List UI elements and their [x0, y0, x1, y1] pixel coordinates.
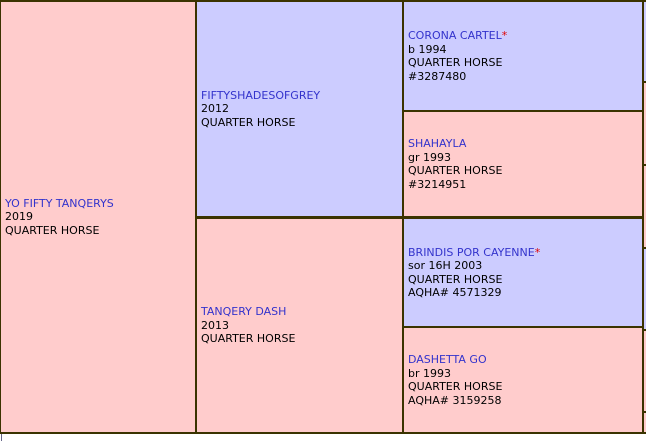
sire-dam-color-year: gr 1993 — [408, 150, 451, 164]
sire-sire-star-marker: * — [501, 29, 508, 42]
sire-dam-reg-number: #3214951 — [408, 177, 467, 191]
sire-horse-link[interactable]: FIFTYSHADESOFGREY — [201, 88, 321, 102]
sire-sire-breed: QUARTER HORSE — [408, 56, 503, 69]
cell-dam-sire: BRINDIS POR CAYENNE* sor 16H 2003 QUARTE… — [404, 219, 642, 326]
dam-dam-horse-link[interactable]: DASHETTA GO — [408, 353, 487, 366]
subject-horse-link[interactable]: YO FIFTY TANQERYS — [5, 196, 114, 210]
cell-sire: FIFTYSHADESOFGREY 2012 QUARTER HORSE — [197, 2, 402, 216]
sire-sire-horse-link[interactable]: CORONA CARTEL — [408, 29, 502, 42]
cell-dam: TANQERY DASH 2013 QUARTER HORSE — [197, 219, 402, 432]
subject-breed: QUARTER HORSE — [5, 223, 100, 237]
below-table-strip — [0, 434, 646, 441]
dam-dam-color-year: br 1993 — [408, 366, 451, 380]
dam-dam-breed: QUARTER HORSE — [408, 380, 503, 393]
cutoff-gen4-cell — [644, 331, 646, 411]
cutoff-gen4-cell — [644, 249, 646, 329]
dam-sire-reg-number: AQHA# 4571329 — [408, 286, 502, 299]
dam-breed: QUARTER HORSE — [201, 332, 296, 346]
cutoff-gen4-cell — [644, 2, 646, 81]
sire-dam-breed: QUARTER HORSE — [408, 164, 503, 177]
sire-sire-reg-number: #3287480 — [408, 69, 467, 83]
sire-sire-color-year: b 1994 — [408, 42, 447, 56]
sire-year: 2012 — [201, 102, 229, 116]
dam-horse-link[interactable]: TANQERY DASH — [201, 305, 287, 319]
cell-sire-sire: CORONA CARTEL* b 1994 QUARTER HORSE #328… — [404, 2, 642, 110]
dam-sire-breed: QUARTER HORSE — [408, 272, 503, 286]
cell-sire-dam: SHAHAYLA gr 1993 QUARTER HORSE #3214951 — [404, 112, 642, 216]
below-table-divider — [1, 434, 2, 441]
sire-dam-horse-link[interactable]: SHAHAYLA — [408, 137, 467, 150]
subject-year: 2019 — [5, 210, 33, 224]
sire-breed: QUARTER HORSE — [201, 115, 296, 129]
dam-sire-horse-link[interactable]: BRINDIS POR CAYENNE — [408, 245, 535, 259]
dam-sire-star-marker: * — [534, 245, 541, 259]
cutoff-gen4-cell — [644, 166, 646, 247]
dam-dam-reg-number: AQHA# 3159258 — [408, 393, 502, 407]
dam-year: 2013 — [201, 318, 229, 332]
cell-dam-dam: DASHETTA GO br 1993 QUARTER HORSE AQHA# … — [404, 328, 642, 432]
cutoff-gen4-cell — [644, 413, 646, 432]
cell-subject: YO FIFTY TANQERYS 2019 QUARTER HORSE — [1, 2, 195, 432]
cutoff-gen4-cell — [644, 83, 646, 164]
dam-sire-color-year: sor 16H 2003 — [408, 259, 483, 272]
